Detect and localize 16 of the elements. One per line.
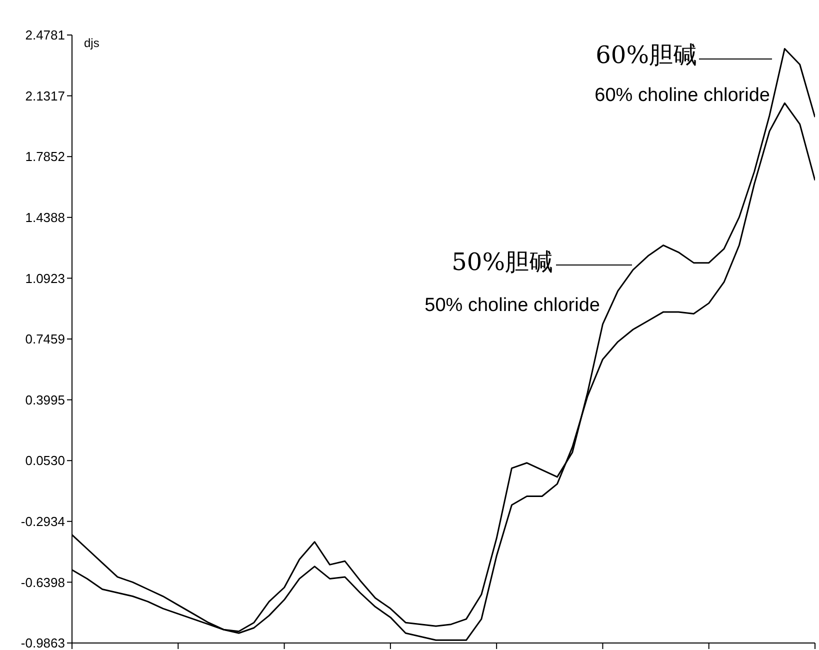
y-tick-label: -0.6398 (20, 574, 65, 590)
y-tick-label: 2.4781 (25, 28, 65, 43)
y-tick-label: 1.4388 (25, 210, 65, 226)
y-tick-label: 0.7459 (25, 332, 65, 347)
annotation: 60% choline chloride (594, 85, 770, 107)
y-tick-label: 0.0530 (25, 453, 65, 468)
y-tick-label: 1.7852 (25, 149, 65, 164)
y-axis-title: djs (84, 36, 100, 50)
y-tick-label: 0.3995 (25, 392, 65, 408)
annotation: 50% choline chloride (424, 295, 600, 317)
y-tick-label: 2.1317 (25, 88, 65, 104)
annotation: 60%胆碱 (596, 41, 697, 69)
y-tick-label: -0.9863 (20, 636, 65, 650)
y-tick-label: 1.0923 (25, 270, 65, 286)
y-tick-label: -0.2934 (20, 514, 65, 530)
annotation: 50%胆碱 (452, 248, 553, 276)
